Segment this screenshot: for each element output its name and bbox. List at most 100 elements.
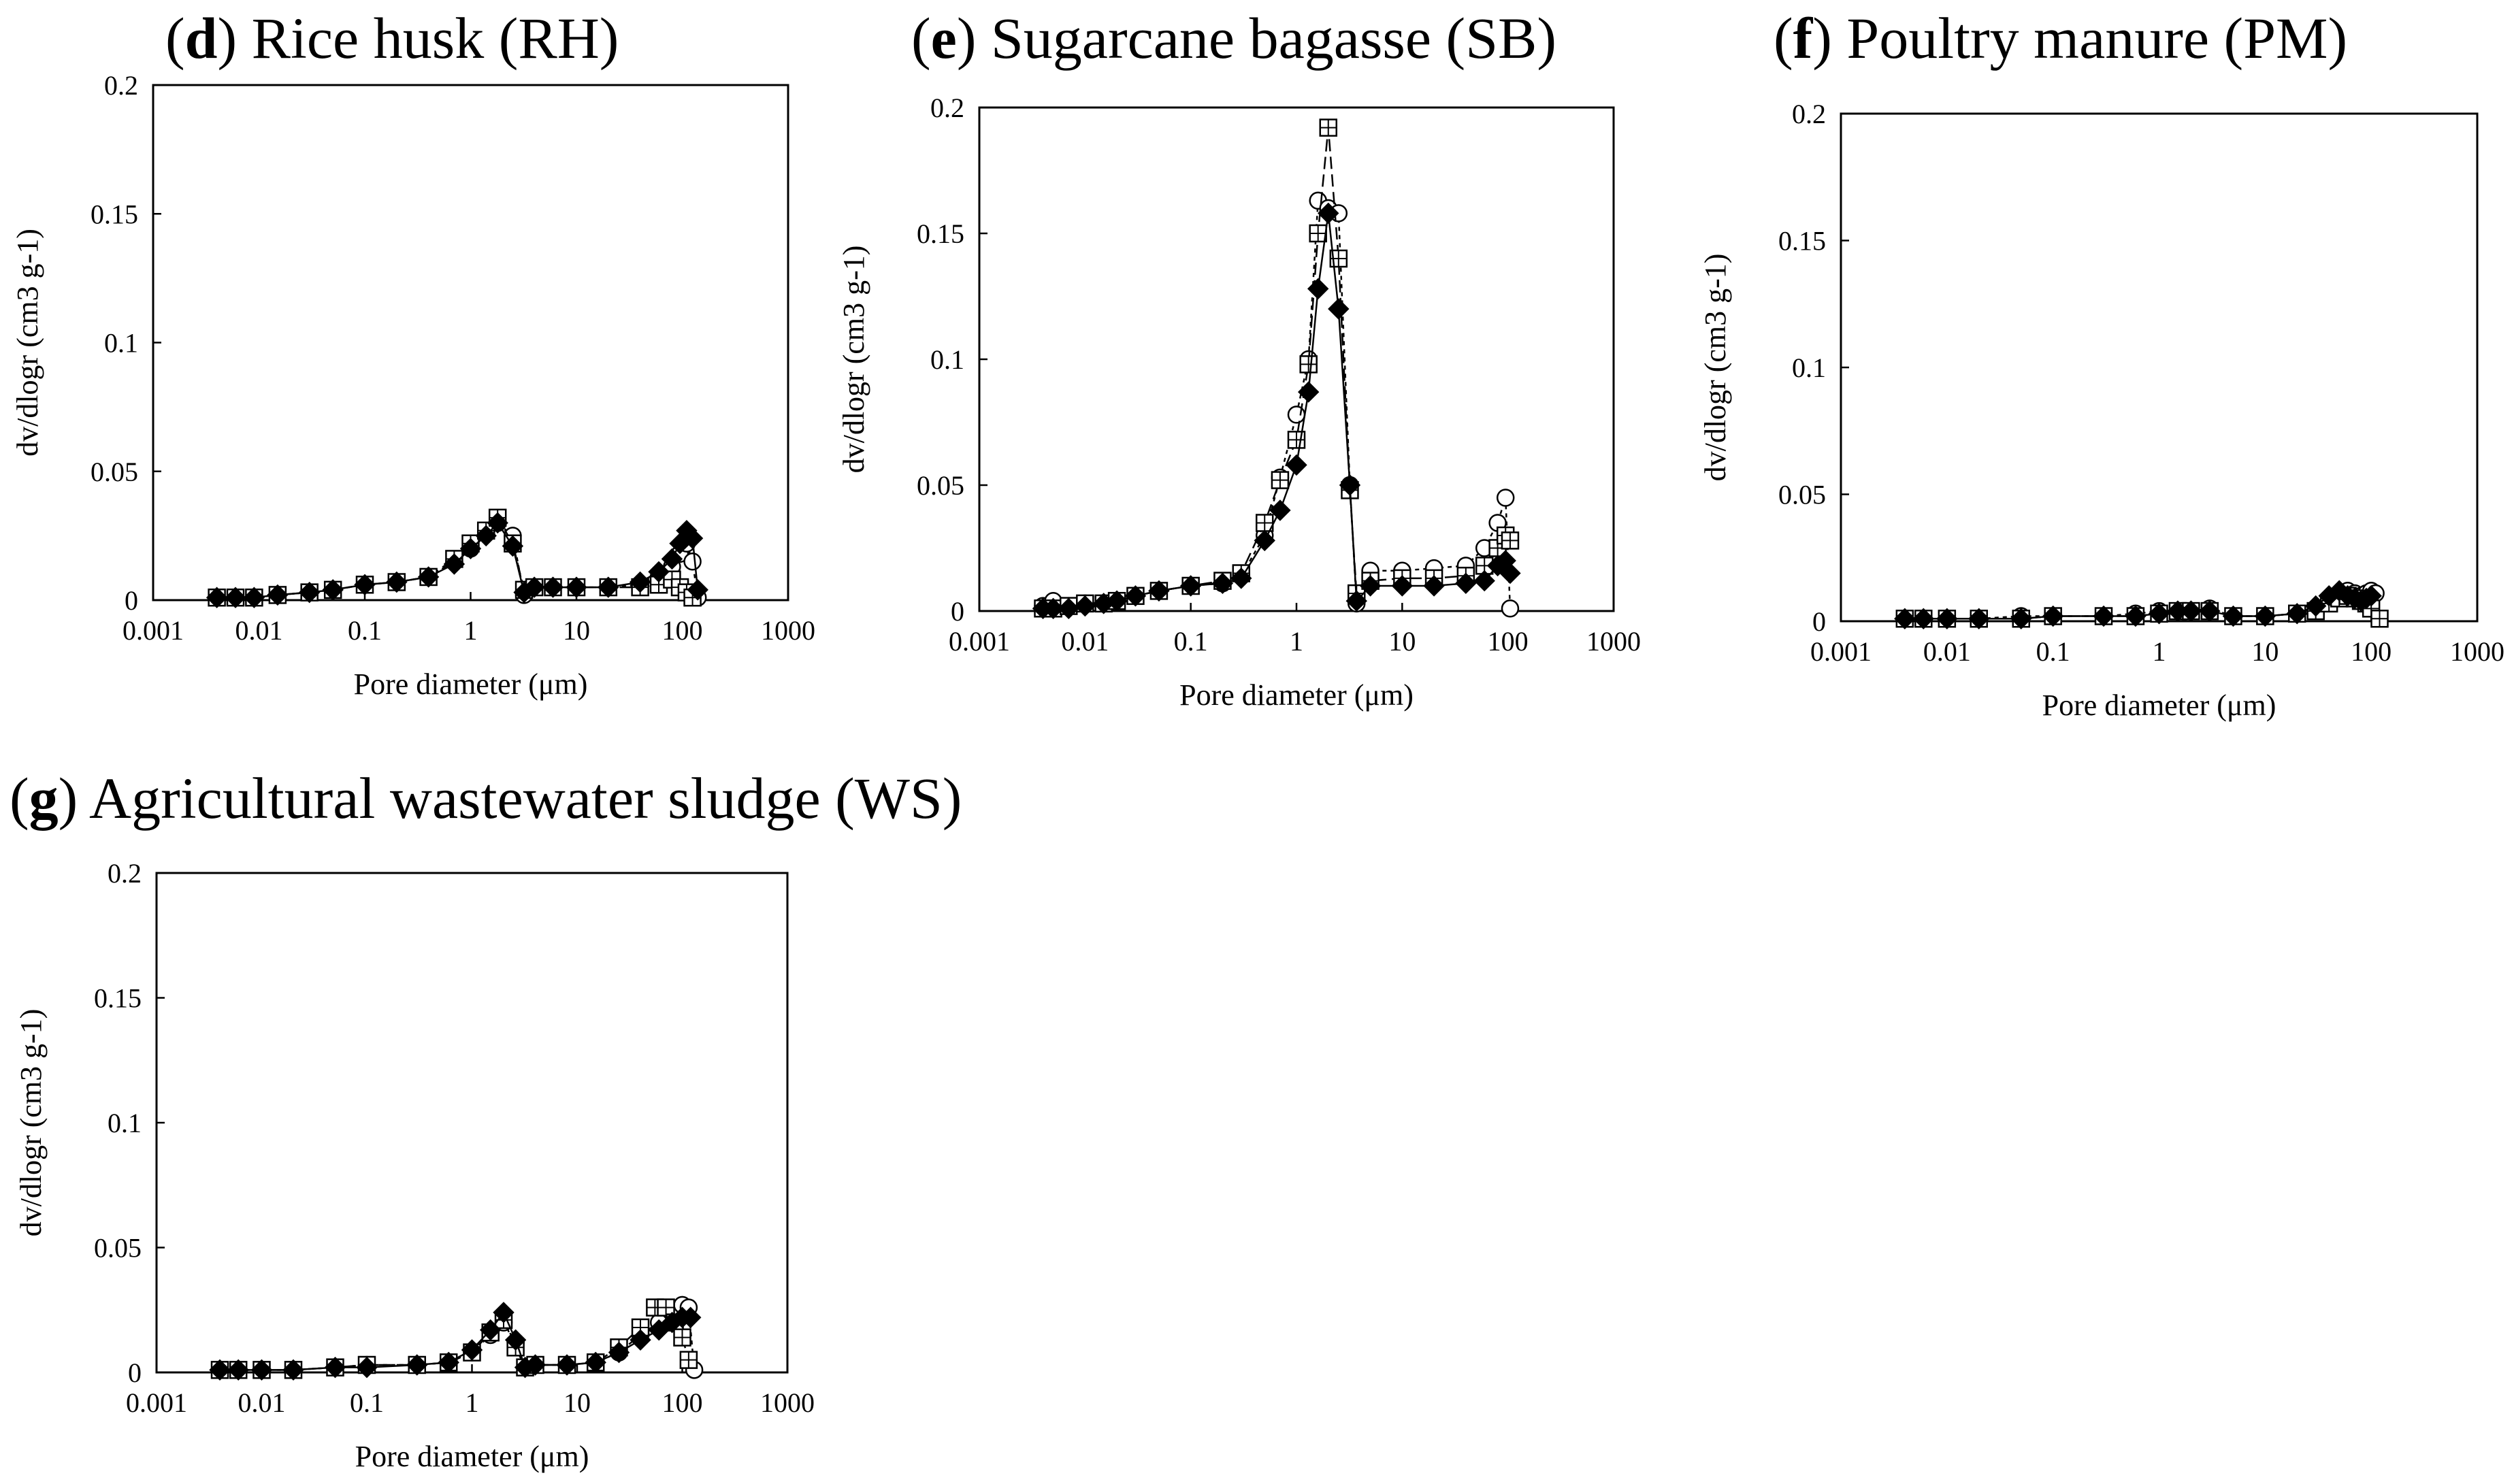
data-point-diamond: [2318, 584, 2340, 607]
marker-square: [226, 588, 245, 607]
series-3: [1032, 202, 1521, 620]
data-point-diamond: [680, 1306, 702, 1328]
series-line: [1042, 199, 1512, 609]
marker-square: [1329, 249, 1348, 268]
panel-title-f: (f) Poultry manure (PM): [1774, 5, 2348, 71]
data-point-diamond: [2042, 605, 2064, 627]
y-tick-label: 0.05: [94, 1233, 142, 1264]
y-tick-label: 0.2: [930, 93, 964, 123]
marker-square: [2012, 610, 2031, 628]
data-point-diamond: [648, 561, 670, 583]
marker-square: [599, 578, 618, 597]
data-point-diamond: [566, 576, 587, 598]
data-point-diamond: [461, 1339, 483, 1361]
marker-square: [1181, 576, 1200, 595]
marker-square: [1938, 610, 1957, 628]
data-point-square: [1348, 584, 1366, 603]
data-point-diamond: [443, 553, 466, 575]
data-point-square: [1329, 249, 1348, 268]
data-point-square: [2319, 594, 2338, 613]
data-point-diamond: [598, 576, 619, 598]
data-point-circle: [663, 557, 681, 576]
data-point-square: [2345, 589, 2364, 608]
marker-square: [2357, 594, 2376, 613]
series-line: [220, 1310, 691, 1371]
data-point-circle: [1970, 610, 1988, 628]
data-point-square: [2351, 591, 2370, 610]
data-point-square: [663, 570, 681, 589]
marker-square: [2287, 604, 2306, 623]
data-point-square: [488, 508, 507, 527]
panel-title-d: (d) Rice husk (RH): [165, 5, 619, 71]
marker-square: [1107, 591, 1126, 610]
marker-square: [1213, 572, 1232, 590]
data-point-circle: [1149, 582, 1169, 600]
marker-square: [679, 1351, 698, 1369]
data-point-diamond: [1269, 499, 1291, 521]
series-2: [208, 508, 702, 607]
data-point-diamond: [459, 538, 482, 560]
data-point-square: [326, 1358, 344, 1376]
data-point-diamond: [354, 574, 376, 595]
marker-square: [2351, 591, 2370, 610]
data-point-circle: [1213, 574, 1232, 593]
marker-square: [1060, 597, 1078, 615]
data-point-circle: [488, 514, 507, 532]
x-tick-label: 0.001: [949, 626, 1010, 657]
data-point-circle: [649, 1313, 668, 1332]
data-point-diamond: [2336, 584, 2359, 607]
data-point-diamond: [1968, 608, 1990, 629]
data-point-circle: [2200, 599, 2219, 618]
data-point-circle: [673, 1296, 691, 1315]
panel-title-text: Poultry manure (PM): [1846, 5, 2348, 71]
data-point-circle: [557, 1355, 576, 1374]
data-point-diamond: [1486, 555, 1509, 577]
data-point-diamond: [1936, 608, 1958, 629]
x-tick-label: 10: [563, 615, 590, 646]
data-point-square: [300, 583, 319, 601]
data-point-square: [610, 1338, 628, 1357]
data-point-diamond: [2222, 605, 2244, 627]
x-tick-label: 0.01: [238, 1387, 286, 1418]
series-1: [210, 1296, 704, 1379]
data-point-circle: [631, 576, 649, 594]
marker-square: [1044, 599, 1062, 618]
marker-square: [439, 1353, 458, 1372]
marker-square: [515, 580, 534, 599]
data-point-diamond: [2125, 605, 2146, 627]
data-point-square: [599, 578, 618, 597]
data-point-square: [461, 534, 480, 553]
data-point-square: [1424, 569, 1443, 588]
data-point-circle: [1329, 204, 1348, 222]
data-point-diamond: [250, 1359, 273, 1381]
x-tick-label: 0.01: [1061, 626, 1109, 657]
data-point-square: [2338, 587, 2357, 605]
marker-square: [2306, 601, 2325, 621]
data-point-circle: [1255, 526, 1274, 545]
data-point-diamond: [1286, 454, 1307, 476]
data-point-diamond: [608, 1341, 630, 1364]
marker-square: [1496, 526, 1515, 545]
data-point-square: [323, 580, 342, 599]
marker-square: [666, 1313, 684, 1332]
data-point-diamond: [324, 1356, 346, 1379]
data-point-diamond: [1106, 590, 1128, 612]
marker-square: [357, 1355, 376, 1374]
data-point-diamond: [2254, 605, 2276, 627]
series-line: [220, 1306, 690, 1371]
data-point-diamond: [661, 548, 683, 570]
data-point-circle: [284, 1361, 303, 1379]
marker-square: [516, 1358, 534, 1376]
data-point-diamond: [438, 1351, 459, 1374]
data-point-circle: [2306, 599, 2325, 618]
marker-square: [355, 576, 374, 594]
data-point-diamond: [267, 584, 289, 606]
data-point-square: [2200, 601, 2219, 621]
data-point-diamond: [514, 1356, 536, 1379]
data-point-square: [210, 1361, 229, 1379]
data-point-circle: [463, 1343, 481, 1362]
series-2: [210, 1298, 698, 1379]
data-point-diamond: [1211, 572, 1234, 595]
data-point-square: [1287, 431, 1306, 449]
